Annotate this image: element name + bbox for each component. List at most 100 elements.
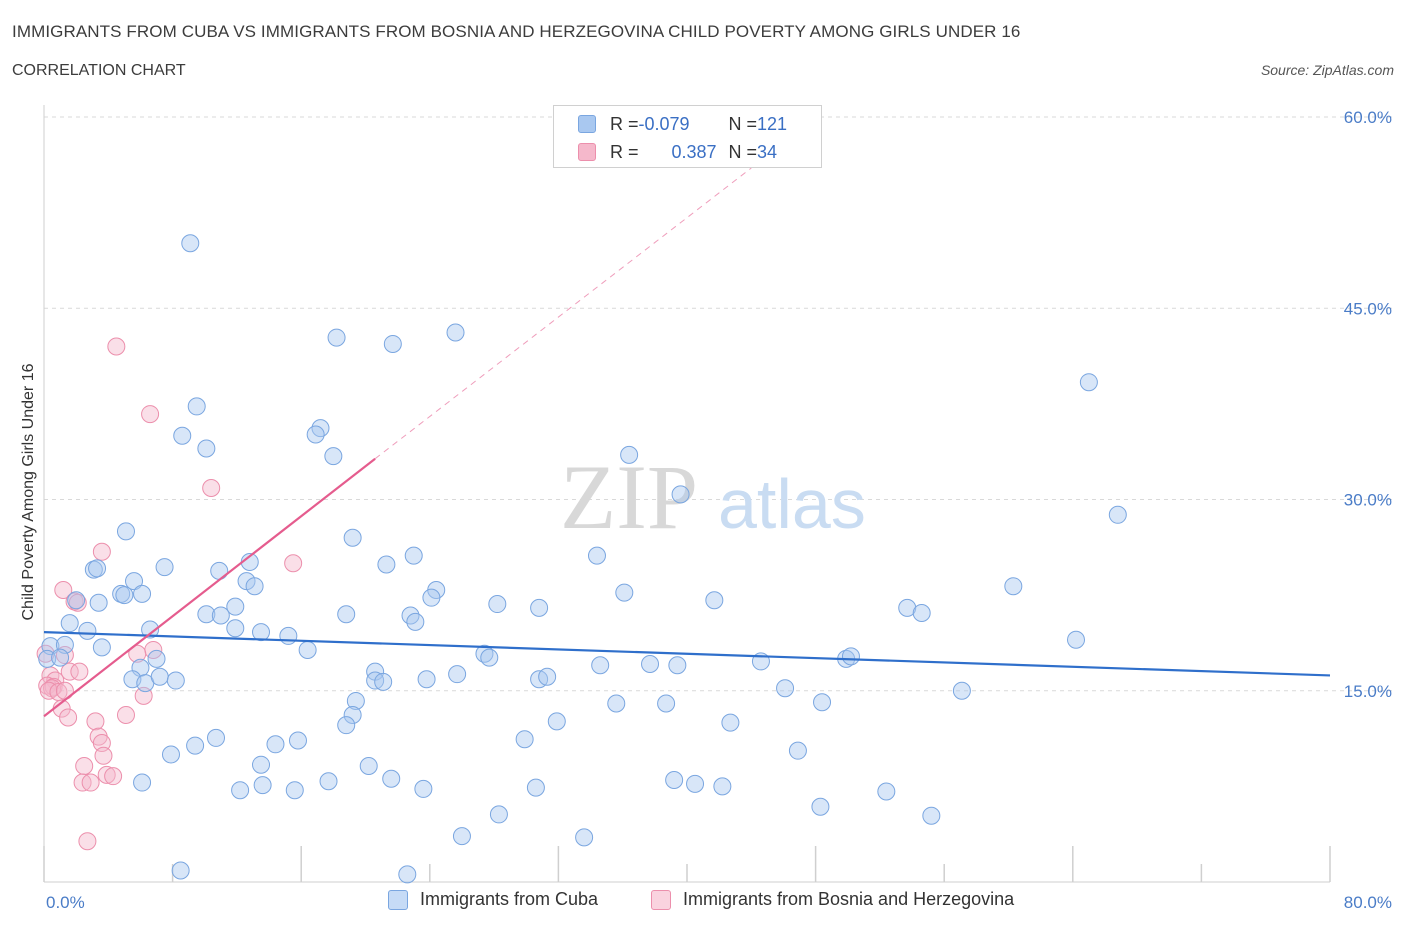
bosnia-point: [39, 681, 58, 700]
cuba-point: [343, 528, 362, 547]
cuba-point: [181, 234, 200, 253]
cuba-point: [620, 445, 639, 464]
cuba-point: [448, 665, 467, 684]
cuba-point: [133, 773, 152, 792]
cuba-point: [231, 781, 250, 800]
cuba-point: [166, 671, 185, 690]
cuba-point: [877, 782, 896, 801]
bosnia-point: [59, 708, 78, 727]
cuba-point: [285, 781, 304, 800]
cuba-point: [319, 772, 338, 791]
cuba-point: [147, 649, 166, 668]
cuba-point: [1108, 505, 1127, 524]
cuba-point: [841, 647, 860, 666]
cuba-point: [615, 583, 634, 602]
cuba-point: [686, 774, 705, 793]
series-legend-cuba[interactable]: Immigrants from Cuba: [388, 889, 598, 910]
cuba-point: [211, 606, 230, 625]
cuba-point: [150, 667, 169, 686]
cuba-point: [591, 656, 610, 675]
bosnia-point: [94, 746, 113, 765]
cuba-point: [526, 778, 545, 797]
x-tick-label: 0.0%: [46, 893, 85, 912]
watermark: ZIP atlas: [560, 446, 866, 548]
cuba-point: [446, 323, 465, 342]
y-tick-label: 45.0%: [1344, 299, 1392, 318]
cuba-point: [207, 728, 226, 747]
cuba-point: [210, 561, 229, 580]
cuba-point: [115, 586, 134, 605]
cuba-point: [607, 694, 626, 713]
cuba-point: [398, 865, 417, 884]
cuba-point: [641, 654, 660, 673]
cuba-point: [92, 638, 111, 657]
cuba-point: [161, 745, 180, 764]
series-swatch-bosnia: [651, 889, 671, 910]
series-label-cuba: Immigrants from Cuba: [420, 889, 599, 909]
bosnia-point: [54, 581, 73, 600]
cuba-point: [452, 827, 471, 846]
legend-row-cuba: R = -0.079 N = 121: [578, 111, 787, 137]
bosnia-point: [78, 832, 97, 851]
bosnia-point: [116, 705, 135, 724]
axes: [43, 105, 1331, 883]
x-tick-label: 80.0%: [1344, 893, 1392, 912]
cuba-point: [417, 670, 436, 689]
cuba-point: [811, 797, 830, 816]
cuba-points: [38, 234, 1127, 884]
bosnia-point: [284, 554, 303, 573]
correlation-legend: R = -0.079 N = 121 R = 0.387 N = 34: [553, 105, 822, 168]
series-swatch-cuba: [388, 889, 408, 910]
cuba-point: [60, 614, 79, 633]
cuba-point: [266, 735, 285, 754]
legend-n-label: N =: [728, 141, 758, 162]
cuba-point: [141, 620, 160, 639]
cuba-point: [359, 756, 378, 775]
bosnia-point: [141, 405, 160, 424]
cuba-point: [245, 577, 264, 596]
cuba-point: [288, 731, 307, 750]
cuba-point: [488, 595, 507, 614]
cuba-point: [197, 439, 216, 458]
cuba-point: [346, 691, 365, 710]
legend-n-value: 34: [757, 141, 778, 162]
cuba-point: [515, 730, 534, 749]
cuba-point: [657, 694, 676, 713]
cuba-point: [252, 755, 271, 774]
cuba-point: [1079, 373, 1098, 392]
cuba-point: [665, 771, 684, 789]
cuba-point: [337, 605, 356, 624]
bosnia-point: [202, 479, 221, 498]
cuba-point: [668, 656, 687, 675]
cuba-point: [327, 328, 346, 347]
cuba-point: [252, 623, 271, 642]
series-legend-bosnia[interactable]: Immigrants from Bosnia and Herzegovina: [651, 889, 1014, 910]
bosnia-point: [128, 644, 147, 663]
bosnia-point: [60, 662, 79, 681]
cuba-point: [1067, 630, 1086, 649]
cuba-point: [337, 716, 356, 735]
bosnia-point: [70, 662, 89, 681]
cuba-point: [171, 861, 190, 880]
cuba-point: [705, 591, 724, 610]
cuba-point: [406, 612, 425, 631]
bosnia-point: [97, 765, 116, 784]
legend-n-value: 121: [757, 113, 788, 134]
cuba-point: [311, 419, 330, 438]
cuba-point: [489, 805, 508, 824]
cuba-point: [116, 522, 135, 541]
legend-n-label: N =: [728, 113, 758, 134]
cuba-point: [788, 741, 807, 760]
cuba-point: [324, 447, 343, 466]
cuba-point: [226, 597, 245, 616]
cuba-point: [671, 485, 690, 504]
cuba-point: [226, 619, 245, 638]
y-tick-label: 30.0%: [1344, 491, 1392, 510]
y-tick-label: 60.0%: [1344, 108, 1392, 127]
cuba-point: [414, 779, 433, 798]
legend-r-label: R =: [610, 141, 639, 162]
cuba-point: [422, 588, 441, 607]
cuba-point: [547, 712, 566, 731]
bosnia-point: [75, 756, 94, 775]
